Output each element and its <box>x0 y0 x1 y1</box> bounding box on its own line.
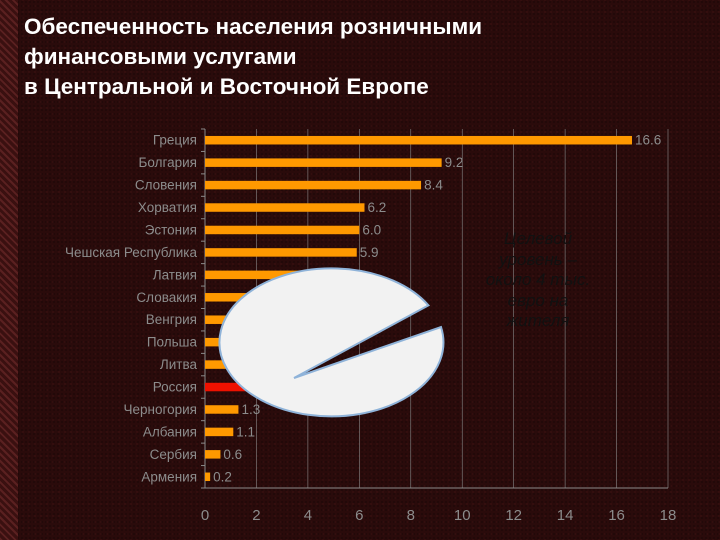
category-label: Албания <box>143 424 197 439</box>
callout-line-5: жителя <box>506 311 570 330</box>
x-tick-label: 0 <box>201 507 209 524</box>
callout-line-2: уровень – <box>499 249 577 269</box>
value-label: 8.4 <box>424 178 443 193</box>
category-label: Россия <box>153 380 197 395</box>
category-label: Словения <box>135 178 197 193</box>
category-label: Литва <box>160 357 198 372</box>
value-label: 0.2 <box>213 469 232 484</box>
value-label: 0.6 <box>223 447 242 462</box>
x-tick-label: 4 <box>304 507 312 524</box>
slide-title: Обеспеченность населения розничными фина… <box>24 12 674 102</box>
value-label: 1.1 <box>236 424 255 439</box>
bar-5 <box>205 225 360 235</box>
category-label: Хорватия <box>138 200 197 215</box>
x-tick-label: 8 <box>407 507 415 524</box>
bar-7 <box>205 270 316 280</box>
value-label: 6.0 <box>362 222 381 237</box>
x-tick-label: 16 <box>608 507 625 524</box>
bar-6 <box>205 248 357 257</box>
callout-line-4: евро на <box>507 290 569 310</box>
x-tick-label: 12 <box>505 507 522 524</box>
bar-4 <box>205 203 365 212</box>
category-label: Чешская Республика <box>65 245 197 260</box>
value-label: 1.3 <box>241 402 260 417</box>
x-tick-label: 10 <box>454 507 471 524</box>
category-label: Латвия <box>153 267 197 282</box>
value-label: 16.6 <box>635 133 661 148</box>
title-line-1: Обеспеченность населения розничными <box>24 14 483 39</box>
bar-2 <box>205 158 442 167</box>
category-label: Польша <box>147 335 198 350</box>
category-label: Армения <box>141 469 197 484</box>
callout-bubble <box>218 267 445 418</box>
title-line-3: в Центральной и Восточной Европе <box>24 74 429 99</box>
bar-15 <box>205 450 221 459</box>
bar-16 <box>205 472 211 482</box>
x-tick-label: 2 <box>252 507 260 524</box>
value-label: 6.2 <box>367 200 386 215</box>
bar-13 <box>205 405 239 414</box>
category-label: Сербия <box>150 447 197 462</box>
category-label: Болгария <box>139 155 197 170</box>
decorative-stripe <box>0 0 18 540</box>
category-label: Словакия <box>136 290 197 305</box>
callout-line-1: Целевой <box>503 229 573 248</box>
x-tick-label: 18 <box>660 507 677 524</box>
x-tick-label: 14 <box>557 507 574 524</box>
bar-12 <box>205 382 247 392</box>
bar-14 <box>205 427 234 437</box>
category-label: Греция <box>153 133 197 148</box>
title-line-2: финансовыми услугами <box>24 44 297 69</box>
category-label: Черногория <box>124 402 197 417</box>
bar-1 <box>205 135 632 145</box>
callout-line-3: около 4 тыс. <box>485 270 591 289</box>
bar-3 <box>205 180 422 190</box>
category-label: Венгрия <box>146 312 197 327</box>
category-label: Эстония <box>145 222 197 237</box>
callout-text: Целевой уровень – около 4 тыс. евро на ж… <box>438 229 638 332</box>
value-label: 9.2 <box>445 155 464 170</box>
x-tick-label: 6 <box>355 507 363 524</box>
value-label: 5.9 <box>360 245 379 260</box>
